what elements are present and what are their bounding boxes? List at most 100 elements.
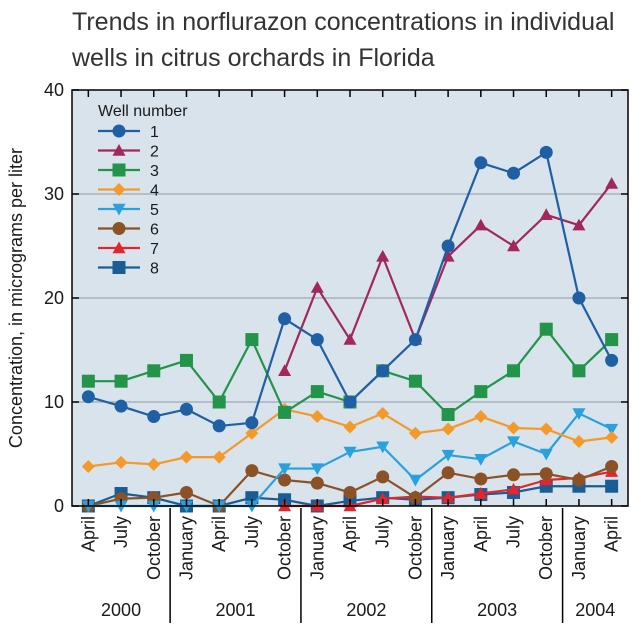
legend-swatch-marker [112,261,126,274]
legend-title: Well number [98,103,188,120]
series-3-point [245,333,259,347]
series-2-point [474,218,488,231]
series-6-point [310,476,324,490]
series-6-point [179,485,193,499]
series-7-point [376,492,390,504]
series-6-point [474,472,488,486]
x-tick-label: January [569,516,589,580]
series-3-point [310,385,324,399]
legend-item-1: 1 [98,124,159,141]
legend-swatch-marker [112,222,126,235]
legend-label: 7 [150,241,159,258]
series-6-point [245,464,259,478]
series-1-point [605,353,619,367]
series-5-point [605,423,619,436]
series-1-point [212,419,226,433]
legend-item-8: 8 [98,261,159,278]
legend-item-3: 3 [98,163,159,180]
chart-title: Trends in norflurazon concentrations in … [71,8,614,72]
series-4-point [343,420,357,434]
y-tick-label: 30 [44,184,64,204]
x-tick-label: April [471,516,491,552]
series-5-point [376,441,390,454]
x-tick-label: January [176,516,196,580]
x-tick-label: April [340,516,360,552]
year-label-2001: 2001 [216,600,256,620]
series-4-point [605,430,619,444]
legend-label: 4 [150,183,159,200]
x-tick-label: January [307,516,327,580]
series-3-point [147,364,161,378]
series-6-point [441,466,455,480]
series-2-point [572,218,586,231]
series-3-point [81,374,95,388]
series-1-point [310,333,324,347]
series-4-point [572,435,586,449]
series-4-point [310,410,324,424]
x-tick-label: April [78,516,98,552]
legend-swatch-marker [112,183,126,196]
series-3-point [179,353,193,367]
series-3-point [539,322,553,336]
series-5-point [539,448,553,461]
year-label-2004: 2004 [575,600,615,620]
legend-item-4: 4 [98,183,159,200]
x-tick-label: July [504,516,524,548]
series-1-point [245,416,259,430]
legend-label: 5 [150,202,159,219]
series-5-point [474,454,488,466]
y-tick-label: 40 [44,80,64,100]
y-axis-label: Concentration, in micrograms per liter [6,148,26,448]
chart-title-line-1: Trends in norflurazon concentrations in … [72,8,614,36]
x-tick-label: October [405,516,425,580]
series-1-point [507,166,521,180]
series-2-point [310,281,324,293]
series-4-point [507,421,521,435]
series-5-point [310,463,324,476]
series-3-point [507,364,521,378]
series-6-point [539,467,553,481]
series-6-point [605,459,619,473]
series-4-point [114,455,128,469]
legend-swatch-marker [112,203,126,216]
series-3-point [408,374,422,388]
series-5-point [441,449,455,462]
legend-swatch-marker [112,163,126,177]
chart-title-line-2: wells in citrus orchards in Florida [71,44,435,72]
x-tick-label: October [144,516,164,580]
series-3-point [212,395,226,409]
series-3-point [572,364,586,378]
series-2-point [343,333,357,345]
series-7-point [441,491,455,503]
series-4-point [474,410,488,424]
year-label-2000: 2000 [101,600,141,620]
legend-item-7: 7 [98,241,159,258]
series-3-point [474,385,488,399]
series-6-point [507,468,521,482]
series-4-point [147,457,161,471]
series-4 [81,402,619,473]
legend-label: 1 [150,124,159,141]
series-1-point [408,333,422,347]
series-5-point [572,408,586,420]
legend-label: 2 [150,144,159,161]
series-1-point [81,390,95,404]
series-6-point [408,491,422,505]
series-4-point [539,422,553,436]
series-1-point [343,395,357,409]
series-2-point [605,177,619,189]
series-8-point [605,479,619,493]
series-2-point [376,249,390,262]
series-1-point [278,312,292,326]
series-6-point [278,473,292,487]
series-2-point [441,249,455,262]
series-4-point [81,459,95,473]
x-axis: April July October January April July October J… [78,90,622,626]
legend-swatch-marker [112,124,126,138]
series-1-point [474,156,488,170]
series-1-point [179,402,193,416]
series-1 [81,145,619,433]
series-4-point [245,426,259,440]
x-tick-label: April [602,516,622,552]
